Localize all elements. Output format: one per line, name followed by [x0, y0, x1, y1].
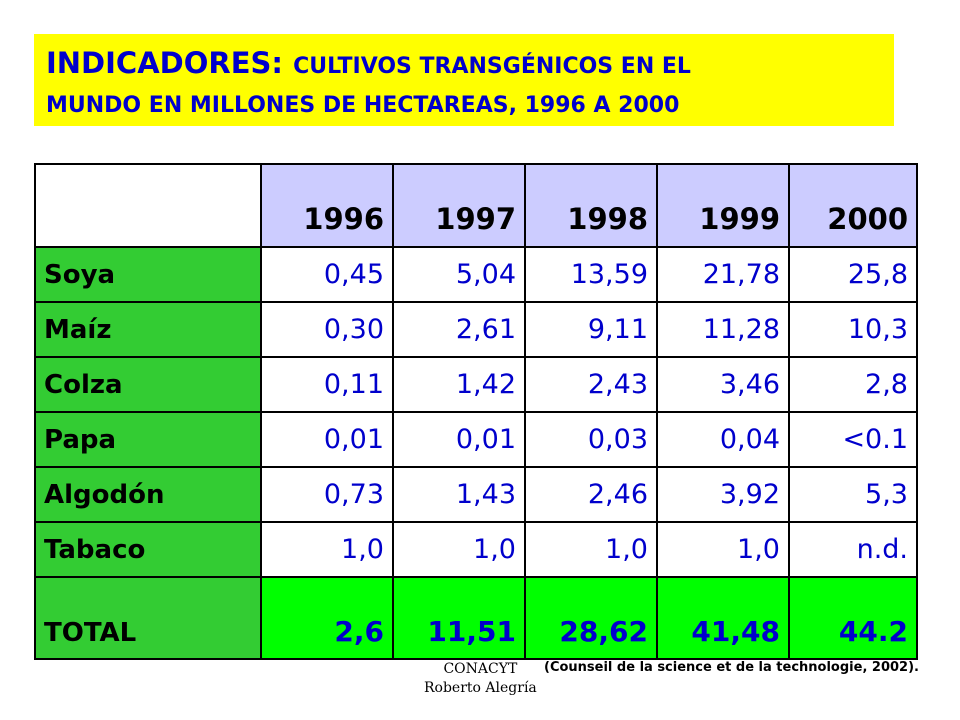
year-header: 1998: [524, 163, 658, 248]
table-cell: 13,59: [524, 246, 658, 303]
row-label: Algodón: [34, 466, 262, 523]
table-cell: <0.1: [788, 411, 918, 468]
table-cell: 2,61: [392, 301, 526, 358]
table-cell: 0,01: [260, 411, 394, 468]
credit-org: CONACYT: [443, 661, 518, 677]
table-cell: 1,43: [392, 466, 526, 523]
year-header: 2000: [788, 163, 918, 248]
table-cell: 0,73: [260, 466, 394, 523]
source-note: (Counseil de la science et de la technol…: [544, 660, 919, 675]
table-cell: 3,92: [656, 466, 790, 523]
table-cell: 0,30: [260, 301, 394, 358]
total-cell: 28,62: [524, 576, 658, 660]
table-cell: 10,3: [788, 301, 918, 358]
row-label: Tabaco: [34, 521, 262, 578]
row-label: Soya: [34, 246, 262, 303]
row-label: Papa: [34, 411, 262, 468]
table-cell: 0,03: [524, 411, 658, 468]
table-cell: 5,04: [392, 246, 526, 303]
title-box: INDICADORES: CULTIVOS TRANSGÉNICOS EN EL…: [34, 34, 894, 126]
table-cell: 2,8: [788, 356, 918, 413]
table-cell: 1,0: [656, 521, 790, 578]
credit-author: Roberto Alegría: [424, 680, 537, 696]
author-credit: CONACYT Roberto Alegría: [424, 660, 537, 698]
total-cell: 44.2: [788, 576, 918, 660]
table-cell: 1,0: [392, 521, 526, 578]
year-header: 1996: [260, 163, 394, 248]
title-line1: CULTIVOS TRANSGÉNICOS EN EL: [293, 54, 691, 79]
year-header: 1997: [392, 163, 526, 248]
table-row: Colza 0,11 1,42 2,43 3,46 2,8: [34, 356, 918, 413]
year-header: 1999: [656, 163, 790, 248]
total-cell: 41,48: [656, 576, 790, 660]
total-cell: 11,51: [392, 576, 526, 660]
corner-cell: [34, 163, 262, 248]
table-cell: 1,0: [524, 521, 658, 578]
table-row: Algodón 0,73 1,43 2,46 3,92 5,3: [34, 466, 918, 523]
table-cell: 2,43: [524, 356, 658, 413]
table-cell: 1,0: [260, 521, 394, 578]
total-row: TOTAL 2,6 11,51 28,62 41,48 44.2: [34, 576, 918, 660]
title-prefix: INDICADORES:: [46, 46, 294, 80]
crops-table: 1996 1997 1998 1999 2000 Soya 0,45 5,04 …: [34, 163, 918, 660]
total-cell: 2,6: [260, 576, 394, 660]
header-row: 1996 1997 1998 1999 2000: [34, 163, 918, 248]
table-row: Maíz 0,30 2,61 9,11 11,28 10,3: [34, 301, 918, 358]
total-label: TOTAL: [34, 576, 262, 660]
table-cell: 1,42: [392, 356, 526, 413]
table-cell: 0,45: [260, 246, 394, 303]
row-label: Maíz: [34, 301, 262, 358]
table-cell: 11,28: [656, 301, 790, 358]
table-cell: 0,01: [392, 411, 526, 468]
table-cell: 5,3: [788, 466, 918, 523]
table-row: Papa 0,01 0,01 0,03 0,04 <0.1: [34, 411, 918, 468]
table-cell: 25,8: [788, 246, 918, 303]
table-cell: 0,04: [656, 411, 790, 468]
title-line2: MUNDO EN MILLONES DE HECTAREAS, 1996 A 2…: [46, 93, 680, 118]
table-cell: 3,46: [656, 356, 790, 413]
table-cell: 0,11: [260, 356, 394, 413]
table-row: Tabaco 1,0 1,0 1,0 1,0 n.d.: [34, 521, 918, 578]
table-row: Soya 0,45 5,04 13,59 21,78 25,8: [34, 246, 918, 303]
row-label: Colza: [34, 356, 262, 413]
table-cell: 2,46: [524, 466, 658, 523]
table-cell: 21,78: [656, 246, 790, 303]
table-cell: 9,11: [524, 301, 658, 358]
table-cell: n.d.: [788, 521, 918, 578]
